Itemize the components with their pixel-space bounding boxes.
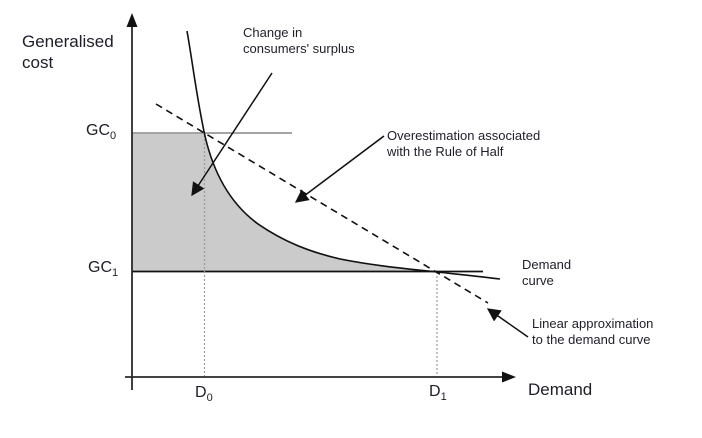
linear-approximation-arrow	[486, 308, 529, 338]
y-axis-arrowhead-icon	[126, 13, 138, 27]
consumer-surplus-shaded-area	[132, 134, 436, 271]
gc0-tick-label: GC0	[86, 122, 116, 142]
y-axis-label: Generalised cost	[22, 32, 114, 72]
overestimation-arrow	[294, 135, 385, 203]
consumer-surplus-arrow	[191, 72, 273, 197]
d1-text: D	[429, 383, 441, 400]
gc1-tick-label: GC1	[88, 259, 118, 279]
gc1-subscript: 1	[112, 267, 119, 280]
gc0-subscript: 0	[110, 130, 117, 143]
d0-tick-label: D0	[195, 384, 213, 404]
d1-subscript: 1	[440, 391, 447, 404]
linear-approximation-line	[155, 103, 489, 304]
d0-subscript: 0	[206, 392, 213, 405]
demand-curve-annotation: Demand curve	[522, 257, 572, 288]
linear-approximation-annotation: Linear approximation to the demand curve	[532, 316, 654, 347]
x-axis-label: Demand	[528, 380, 593, 399]
gc0-text: GC	[86, 122, 110, 139]
demand-curve-line	[186, 30, 501, 280]
consumer-surplus-annotation: Change in consumers' surplus	[243, 25, 355, 56]
gc1-text: GC	[88, 259, 112, 276]
d0-text: D	[195, 384, 207, 401]
overestimation-annotation: Overestimation associated with the Rule …	[387, 128, 541, 159]
x-axis-arrowhead-icon	[502, 371, 516, 383]
d1-tick-label: D1	[429, 383, 447, 403]
